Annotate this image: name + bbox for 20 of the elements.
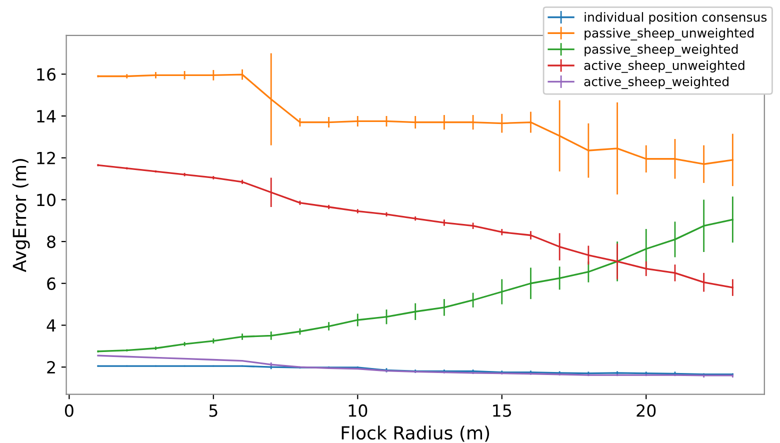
- y-tick-label: 16: [37, 68, 56, 81]
- y-tick-label: 10: [37, 194, 56, 206]
- legend-label: passive_sheep_weighted: [584, 44, 738, 57]
- legend-label: passive_sheep_unweighted: [584, 28, 754, 40]
- x-tick-label: 10: [348, 404, 368, 417]
- legend-label: active_sheep_unweighted: [584, 60, 744, 73]
- y-tick-label: 2: [47, 361, 55, 374]
- y-axis-title: AvgError (m): [12, 158, 30, 272]
- legend-label: individual position consensus: [584, 12, 767, 24]
- x-axis-title: Flock Radius (m): [342, 426, 490, 442]
- y-tick-label: 6: [47, 277, 56, 290]
- legend-label: active_sheep_weighted: [584, 76, 728, 90]
- x-tick-label: 15: [493, 404, 512, 417]
- y-tick-label: 14: [37, 110, 56, 122]
- y-tick-label: 12: [37, 152, 55, 164]
- x-tick-label: 5: [209, 404, 218, 417]
- y-tick-label: 4: [46, 319, 56, 332]
- x-tick-label: 20: [636, 404, 656, 417]
- y-tick-label: 8: [47, 235, 56, 248]
- x-tick-label: 0: [64, 404, 74, 417]
